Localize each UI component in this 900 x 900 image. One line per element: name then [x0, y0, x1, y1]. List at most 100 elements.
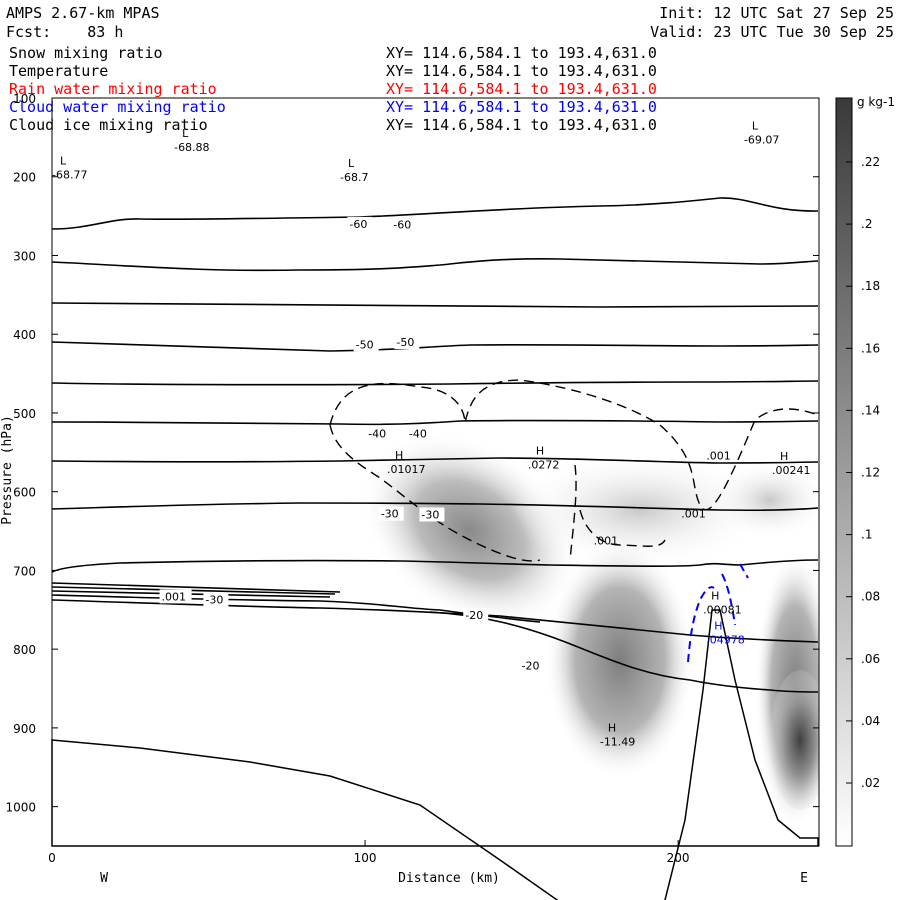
x-tick-label: 200: [667, 851, 690, 865]
extremum-value: -68.88: [174, 141, 209, 154]
label-mask: [378, 506, 404, 521]
extremum-type: L: [182, 127, 189, 140]
extremum-type: L: [348, 157, 355, 170]
legend-xy-snow: XY= 114.6,584.1 to 193.4,631.0: [386, 44, 657, 62]
y-tick-label: 600: [13, 486, 36, 500]
colorbar-unit: g kg-1: [857, 95, 895, 109]
temperature-label: .001: [162, 590, 187, 603]
legend-xy-rain: XY= 114.6,584.1 to 193.4,631.0: [386, 80, 657, 98]
x-tick-label: 100: [354, 851, 377, 865]
label-mask: [203, 592, 229, 607]
temperature-label: -30: [421, 508, 439, 521]
label-mask: [159, 589, 192, 604]
temperature-label: -60: [349, 218, 367, 231]
x-axis-ticks: 0 100 200: [48, 840, 690, 865]
y-tick-label: 900: [13, 722, 36, 736]
y-tick-label: 500: [13, 407, 36, 421]
extremum-type: H: [714, 619, 722, 632]
label-mask: [406, 426, 432, 441]
init-time: Init: 12 UTC Sat 27 Sep 25: [659, 4, 894, 22]
x-axis-label: Distance (km): [398, 871, 500, 886]
colorbar-tick-label: .16: [861, 341, 880, 355]
extremum-value: -69.07: [744, 133, 779, 146]
colorbar-tick-label: .1: [861, 528, 872, 542]
y-tick-label: 800: [13, 643, 36, 657]
colorbar-ticks: .22 .2 .18 .16 .14 .12 .1 .08 .06 .04 .02: [846, 155, 880, 790]
temperature-contours: [51, 197, 819, 693]
snow-label: .001: [594, 534, 619, 547]
label-mask: [519, 658, 545, 673]
extremum-type: L: [60, 155, 67, 168]
label-mask: [391, 217, 417, 232]
y-tick-label: 1000: [5, 801, 36, 815]
extremum-value: .00081: [703, 603, 742, 616]
temperature-label: -50: [356, 338, 374, 351]
temperature-label: -20: [522, 660, 540, 673]
colorbar-tick-label: .08: [861, 590, 880, 604]
plot-frame: [51, 97, 820, 847]
y-tick-label: 200: [13, 171, 36, 185]
legend-xy-temperature: XY= 114.6,584.1 to 193.4,631.0: [386, 62, 657, 80]
forecast-hour: Fcst: 83 h: [6, 23, 124, 41]
temperature-label: -30: [381, 508, 399, 521]
label-mask: [353, 337, 379, 352]
temperature-label: -40: [409, 427, 427, 440]
temperature-label: -40: [368, 427, 386, 440]
extremum-type: H: [780, 450, 788, 463]
temperature-label: -50: [396, 336, 414, 349]
valid-time: Valid: 23 UTC Tue 30 Sep 25: [650, 23, 894, 41]
legend-name-cloud-water: Cloud water mixing ratio: [9, 98, 226, 116]
extremum-type: H: [536, 444, 544, 457]
extremum-type: L: [752, 119, 759, 132]
legend-name-snow: Snow mixing ratio: [9, 44, 163, 62]
legend-xy-cloud-water: XY= 114.6,584.1 to 193.4,631.0: [386, 98, 657, 116]
y-axis-label: Pressure (hPa): [0, 415, 15, 525]
colorbar-tick-label: .2: [861, 217, 872, 231]
colorbar-tick-label: .02: [861, 776, 880, 790]
legend-name-temperature: Temperature: [9, 62, 109, 80]
extrema-labels: L-68.88L-68.7L-69.07L-68.77H.01017H.0272…: [52, 119, 811, 748]
colorbar-tick-label: .18: [861, 279, 880, 293]
extremum-type: H: [395, 449, 403, 462]
legend-name-cloud-ice: Cloud ice mixing ratio: [9, 116, 208, 134]
label-mask: [366, 426, 392, 441]
temperature-labels: -60 -60 -50 -50 -40 -40 -30 -30 -30 .001 -20 -20: [159, 216, 545, 673]
extremum-type: H: [711, 589, 719, 602]
y-axis-ticks: 100 200 300 400 500 600 700 800 900 1000: [5, 92, 819, 815]
snow-labels: .001 .001 .001: [594, 449, 731, 547]
extremum-value: .00241: [772, 464, 811, 477]
y-tick-label: 300: [13, 249, 36, 263]
west-label: W: [100, 871, 108, 886]
temperature-label: -60: [393, 219, 411, 232]
temperature-label: -30: [205, 593, 223, 606]
colorbar-tick-label: .12: [861, 466, 880, 480]
legend-xy-cloud-ice: XY= 114.6,584.1 to 193.4,631.0: [386, 116, 657, 134]
x-tick-label: 0: [48, 851, 56, 865]
snow-label: .001: [681, 508, 706, 521]
terrain: [51, 609, 819, 900]
extremum-type: H: [608, 722, 616, 735]
extremum-value: -11.49: [600, 736, 635, 749]
colorbar-tick-label: .14: [861, 403, 880, 417]
snow-label: .001: [706, 449, 731, 462]
temperature-label: -20: [465, 609, 483, 622]
label-mask: [347, 216, 373, 231]
label-mask: [419, 507, 445, 522]
y-tick-label: 400: [13, 328, 36, 342]
extremum-value: -68.77: [52, 169, 87, 182]
label-mask: [394, 335, 420, 350]
snow-contours: [329, 379, 819, 562]
colorbar-tick-label: .04: [861, 714, 880, 728]
colorbar-tick-label: .22: [861, 155, 880, 169]
legend-name-rain: Rain water mixing ratio: [9, 80, 217, 98]
label-mask: [463, 608, 489, 623]
colorbar-tick-label: .06: [861, 652, 880, 666]
y-tick-label: 100: [13, 92, 36, 106]
extremum-value: .01017: [387, 463, 426, 476]
extremum-value: -68.7: [340, 171, 368, 184]
y-tick-label: 700: [13, 564, 36, 578]
east-label: E: [800, 871, 808, 886]
mixing-ratio-shading: [360, 432, 819, 830]
model-title: AMPS 2.67-km MPAS: [6, 4, 160, 22]
